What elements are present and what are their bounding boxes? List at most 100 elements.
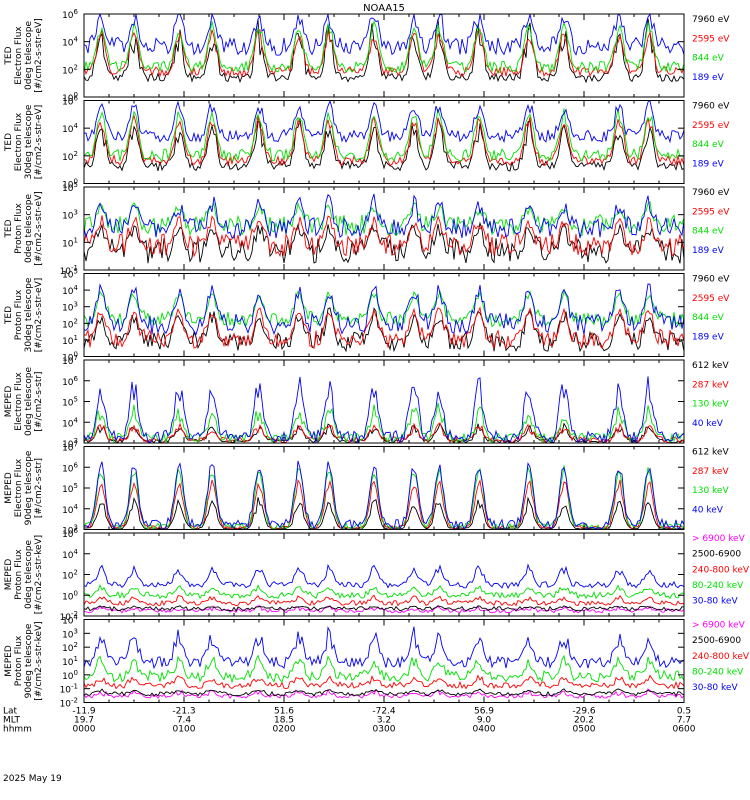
y-axis-label: 90deg telescope (24, 623, 34, 698)
legend-entry: 612 keV (692, 448, 729, 458)
panel-0: 100 102 104 106 TED Electron Flux 0deg telesco… (4, 8, 730, 104)
panel-2: 10-1 101 103 105 TED Proton Flux 0deg telescop… (4, 181, 730, 277)
x-tick-label: 9.0 (477, 716, 492, 726)
legend-entry: 240-800 keV (692, 565, 750, 575)
y-axis-label: 30deg telescope (24, 277, 34, 352)
y-axis-label: MEPED (4, 386, 14, 418)
y-axis-label: [#/cm2-s-str-keV] (34, 621, 44, 700)
y-tick-label: 106 (62, 375, 78, 388)
y-axis-label: Electron Flux (14, 372, 24, 431)
series-line-5-3 (83, 460, 685, 531)
series-line-1-2 (83, 108, 685, 163)
y-tick-label: 103 (62, 524, 78, 537)
y-axis-label: Proton Flux (14, 549, 24, 600)
y-tick-label: 102 (62, 569, 78, 582)
legend-entry: 40 keV (692, 505, 724, 515)
series-line-0-1 (83, 28, 685, 78)
y-tick-label: 105 (62, 482, 78, 495)
series-line-6-4 (83, 563, 685, 589)
x-tick-label: 3.2 (377, 716, 391, 726)
y-tick-label: 101 (62, 334, 78, 347)
y-tick-label: 103 (62, 437, 78, 450)
y-tick-label: 103 (62, 301, 78, 314)
y-tick-label: 101 (62, 236, 78, 249)
series-line-7-1 (83, 688, 685, 697)
legend-entry: 80-240 keV (692, 581, 744, 591)
series-line-5-1 (83, 478, 685, 530)
x-tick-label: -11.9 (72, 707, 96, 717)
y-tick-label: 101 (62, 655, 78, 668)
legend-entry: 2595 eV (692, 34, 730, 44)
panel-5: 103 104 105 106 107 MEPED Electron Flux 90deg t… (4, 441, 729, 537)
plot-frame (83, 359, 685, 444)
x-tick-label: 0400 (473, 725, 496, 735)
y-axis-label: TED (4, 133, 14, 152)
y-tick-label: 100 (62, 669, 78, 682)
y-tick-label: 10-1 (60, 683, 78, 696)
y-tick-label: 107 (62, 441, 78, 454)
y-axis-label: 0deg telescope (24, 540, 34, 610)
legend-entry: 130 keV (692, 486, 729, 496)
legend-entry: 844 eV (692, 313, 725, 323)
y-axis-label: [#/cm2-s-str-keV] (34, 535, 44, 614)
y-axis-label: TED (4, 219, 14, 238)
y-axis-label: [#/cm2-s-str] (34, 458, 44, 518)
y-tick-label: 10-2 (60, 697, 78, 710)
x-tick-label: 0600 (673, 725, 696, 735)
y-axis-label: Electron Flux (14, 26, 24, 85)
y-tick-label: 102 (62, 641, 78, 654)
y-axis-label: 90deg telescope (24, 450, 34, 525)
legend-entry: 2595 eV (692, 294, 730, 304)
series-line-2-2 (83, 200, 685, 237)
series-line-2-3 (83, 193, 685, 239)
y-tick-label: 10-2 (60, 610, 78, 623)
y-tick-label: 102 (62, 63, 78, 76)
legend-entry: 2595 eV (692, 207, 730, 217)
y-tick-label: 100 (62, 589, 78, 602)
panel-6: 10-2 100 102 104 106 MEPED Proton Flux 0deg tel… (4, 527, 750, 623)
legend-entry: 287 keV (692, 467, 729, 477)
series-line-3-3 (83, 283, 685, 336)
x-tick-label: 0500 (573, 725, 596, 735)
y-tick-label: 104 (62, 122, 78, 135)
legend-entry: 7960 eV (692, 275, 730, 285)
y-tick-label: 102 (62, 150, 78, 163)
series-line-0-0 (83, 18, 685, 84)
x-tick-label: 56.9 (474, 707, 494, 717)
legend-entry: 30-80 keV (692, 597, 738, 607)
y-tick-label: 104 (62, 614, 78, 627)
y-tick-label: 102 (62, 317, 78, 330)
series-line-7-3 (83, 654, 685, 684)
series-line-7-2 (83, 674, 685, 690)
y-tick-label: 100 (62, 91, 78, 104)
legend-entry: 130 keV (692, 400, 729, 410)
legend-entry: 612 keV (692, 361, 729, 371)
legend-entry: 2500-6900 (692, 636, 741, 646)
y-axis-label: Electron Flux (14, 458, 24, 517)
series-line-2-0 (83, 221, 685, 264)
x-tick-label: -29.6 (572, 707, 596, 717)
legend-entry: > 6900 keV (692, 621, 746, 631)
x-tick-label: -21.3 (172, 707, 195, 717)
y-axis-label: 0deg telescope (24, 367, 34, 437)
legend-entry: 2595 eV (692, 121, 730, 131)
series-line-3-1 (83, 306, 685, 350)
series-line-7-4 (83, 626, 685, 670)
series-line-6-2 (83, 594, 685, 607)
y-tick-label: 106 (62, 461, 78, 474)
series-line-3-0 (83, 307, 685, 353)
x-row-label: hhmm (3, 725, 32, 735)
legend-entry: 844 eV (692, 140, 725, 150)
legend-entry: 40 keV (692, 419, 724, 429)
y-tick-label: 104 (62, 548, 78, 561)
legend-entry: 30-80 keV (692, 683, 738, 693)
series-line-1-3 (83, 99, 685, 144)
y-tick-label: 106 (62, 95, 78, 108)
y-tick-label: 10-1 (60, 264, 78, 277)
y-tick-label: 104 (62, 284, 78, 297)
y-axis-label: 0deg telescope (24, 194, 34, 264)
panel-3: 100 101 102 103 104 105 TED Proton Flux 30deg te… (4, 268, 730, 364)
series-line-6-3 (83, 584, 685, 600)
